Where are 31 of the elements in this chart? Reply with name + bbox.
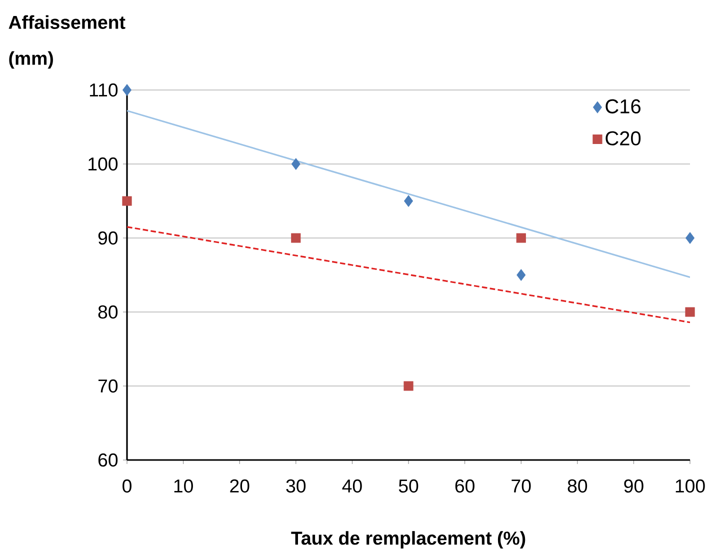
x-tick-label: 50	[398, 479, 418, 493]
x-tick-label: 90	[624, 479, 644, 493]
x-tick-label: 100	[676, 479, 705, 493]
x-tick-label: 0	[122, 479, 132, 493]
legend-label: C20	[606, 131, 641, 146]
y-tick-label: 80	[98, 305, 118, 319]
x-tick-label: 20	[230, 479, 250, 493]
x-axis-title: Taux de remplacement (%)	[291, 531, 526, 548]
point	[122, 196, 132, 206]
x-tick-label: 70	[512, 479, 531, 493]
point	[516, 269, 526, 281]
point	[685, 307, 695, 317]
point	[404, 381, 414, 391]
point	[516, 233, 526, 243]
x-tick-label: 30	[286, 479, 306, 493]
x-tick-label: 10	[174, 479, 193, 493]
legend-label: C16	[606, 99, 640, 114]
y-tick-label: 70	[98, 379, 118, 393]
point	[686, 232, 694, 244]
y-tick-label: 60	[98, 453, 118, 467]
y-axis-title: Affaissement (mm)	[8, 15, 126, 69]
point	[404, 195, 413, 207]
y-tick-label: 110	[90, 83, 118, 97]
point	[291, 158, 300, 170]
x-tick-label: 80	[568, 479, 588, 493]
point	[291, 233, 301, 243]
point	[122, 84, 132, 96]
x-tick-label: 40	[342, 479, 362, 493]
y-tick-label: 90	[98, 231, 118, 245]
y-tick-label: 100	[88, 157, 118, 171]
x-tick-label: 60	[455, 479, 474, 493]
